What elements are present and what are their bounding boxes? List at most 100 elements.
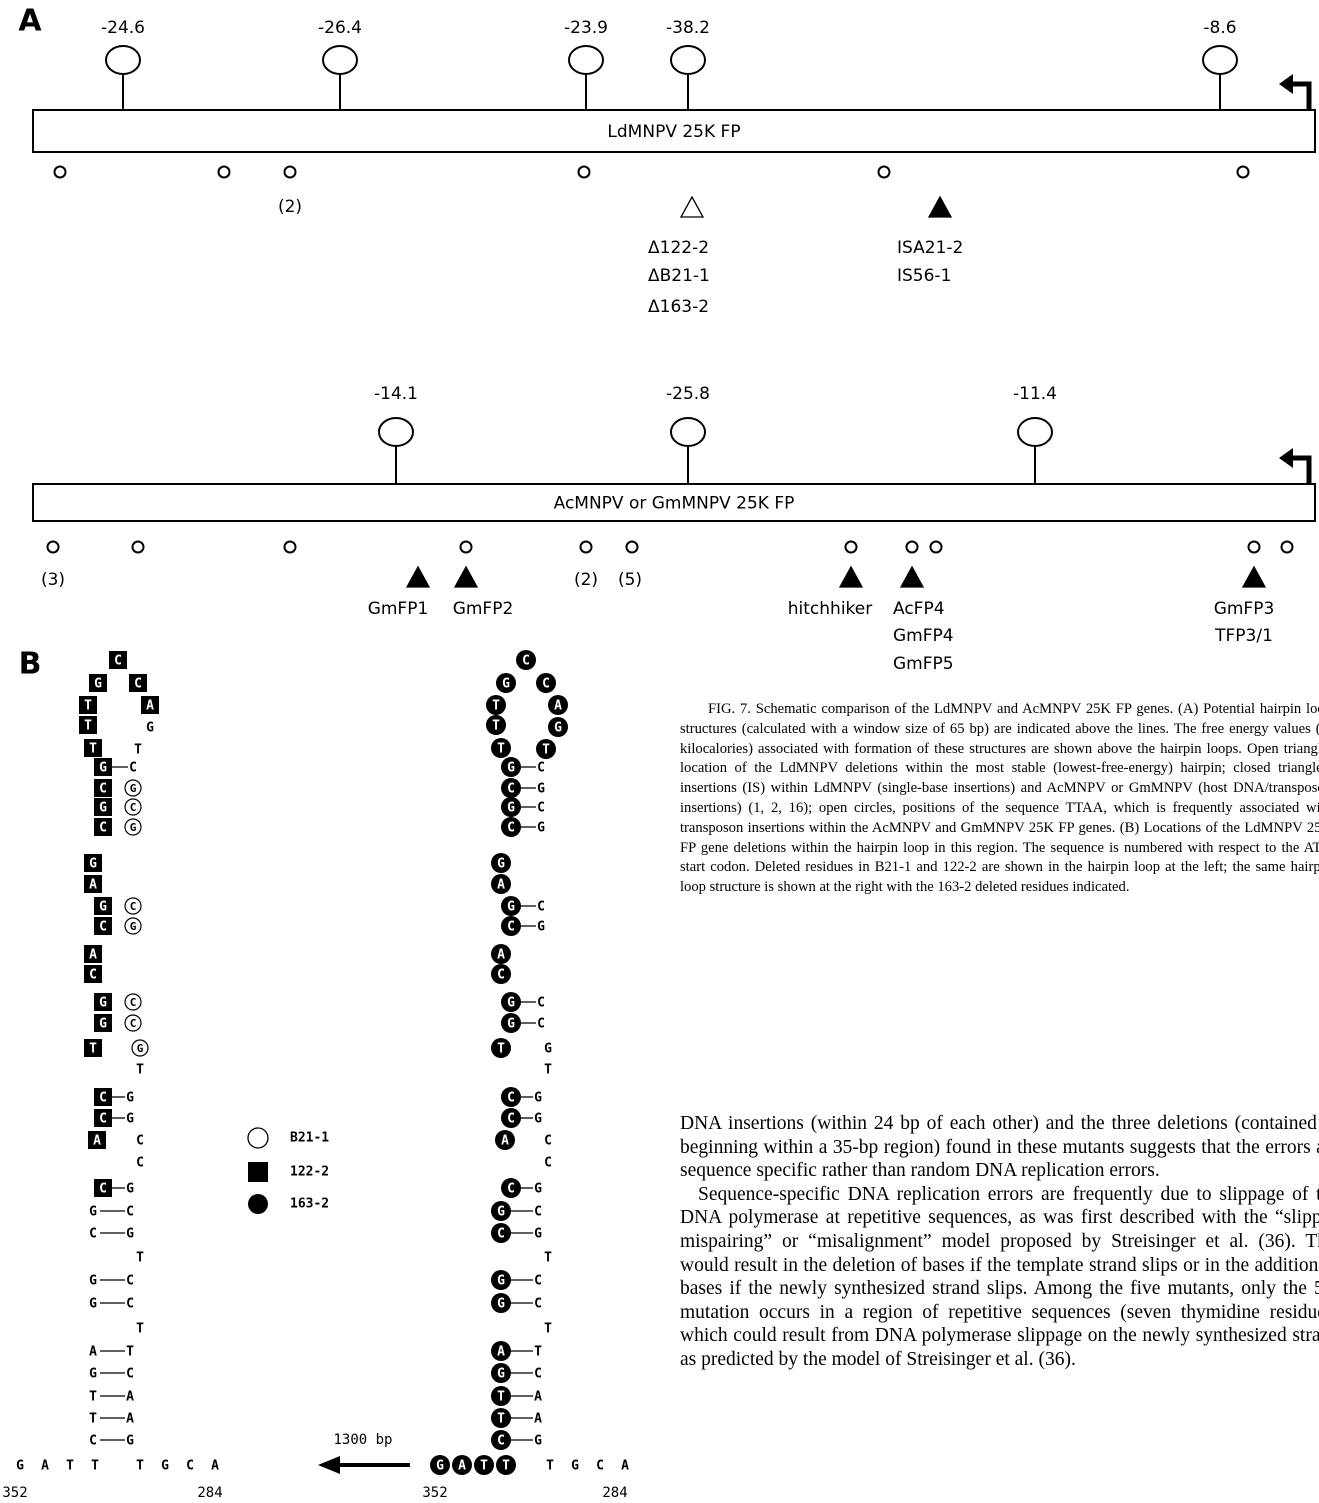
- residue: G: [571, 1459, 579, 1474]
- hairpin-loop: [323, 46, 357, 74]
- residue: C: [534, 1274, 542, 1289]
- residue: T: [84, 699, 92, 714]
- residue: C: [99, 920, 107, 935]
- residue: G: [99, 900, 107, 915]
- residue: A: [41, 1459, 49, 1474]
- legend-symbol: [248, 1128, 268, 1148]
- residue: G: [497, 857, 505, 872]
- residue: A: [126, 1390, 134, 1405]
- legend-symbol: [248, 1194, 268, 1214]
- residue: T: [89, 742, 97, 757]
- residue: G: [537, 821, 545, 836]
- residue: C: [507, 1112, 515, 1127]
- insertion-label: GmFP2: [453, 599, 514, 619]
- residue: C: [99, 1112, 107, 1127]
- residue: C: [136, 1156, 144, 1171]
- residue: T: [89, 1412, 97, 1427]
- site-count: (5): [618, 570, 642, 590]
- residue: G: [497, 1297, 505, 1312]
- residue: A: [126, 1412, 134, 1427]
- residue: C: [99, 821, 107, 836]
- insertion-triangle: [840, 567, 862, 587]
- paragraph: DNA insertions (within 24 bp of each oth…: [680, 1112, 1319, 1183]
- residue: G: [126, 1434, 134, 1449]
- ttaa-site: [581, 542, 592, 553]
- hairpin-loop: [1018, 418, 1052, 446]
- insertion-triangle: [407, 567, 429, 587]
- residue: G: [507, 996, 515, 1011]
- insertion-label: ISA21-2: [897, 238, 963, 258]
- ttaa-site: [879, 167, 890, 178]
- deletion-label: Δ163-2: [648, 297, 709, 317]
- residue: G: [126, 1091, 134, 1106]
- residue: G: [534, 1227, 542, 1242]
- insertion-label: GmFP3: [1214, 599, 1275, 619]
- residue: C: [544, 1156, 552, 1171]
- residue: G: [146, 721, 154, 736]
- residue: C: [537, 1017, 545, 1032]
- residue: T: [492, 699, 500, 714]
- panel-label: B: [19, 647, 42, 682]
- residue: G: [537, 920, 545, 935]
- residue: C: [507, 920, 515, 935]
- residue: T: [136, 1251, 144, 1266]
- insertion-label: GmFP4: [893, 626, 954, 646]
- residue: T: [89, 1390, 97, 1405]
- hairpin-loop: [569, 46, 603, 74]
- sequence-position: 284: [602, 1485, 627, 1501]
- residue: C: [186, 1459, 194, 1474]
- residue: G: [507, 761, 515, 776]
- hairpin-loop: [379, 418, 413, 446]
- residue: T: [136, 1459, 144, 1474]
- insertion-triangle: [455, 567, 477, 587]
- residue: G: [502, 677, 510, 692]
- residue: T: [542, 743, 550, 758]
- hairpin-loop: [671, 46, 705, 74]
- gene-name: LdMNPV 25K FP: [607, 122, 740, 142]
- residue: T: [497, 742, 505, 757]
- legend-label: 122-2: [290, 1165, 329, 1180]
- residue: C: [534, 1205, 542, 1220]
- residue: G: [497, 1367, 505, 1382]
- free-energy: -8.6: [1203, 18, 1236, 38]
- insertion-triangle: [901, 567, 923, 587]
- insertion-label: AcFP4: [893, 599, 945, 619]
- ttaa-site: [1238, 167, 1249, 178]
- ttaa-site: [579, 167, 590, 178]
- residue: G: [126, 1112, 134, 1127]
- sequence-position: 284: [197, 1485, 222, 1501]
- ttaa-site: [285, 167, 296, 178]
- residue: G: [161, 1459, 169, 1474]
- residue: T: [497, 1412, 505, 1427]
- hairpin-loop: [671, 418, 705, 446]
- legend-symbol: [248, 1162, 268, 1182]
- residue: G: [99, 761, 107, 776]
- insertion-label: IS56-1: [897, 266, 951, 286]
- ttaa-site: [1249, 542, 1260, 553]
- sequence-position: 352: [2, 1485, 27, 1501]
- residue: A: [497, 948, 505, 963]
- insertion-label: TFP3/1: [1214, 626, 1273, 646]
- deletion-label: Δ122-2: [648, 238, 709, 258]
- residue: T: [91, 1459, 99, 1474]
- residue: G: [99, 801, 107, 816]
- insertion-label: GmFP1: [368, 599, 429, 619]
- residue: G: [130, 920, 137, 933]
- figure-caption: FIG. 7. Schematic comparison of the LdMN…: [680, 700, 1319, 898]
- residue: C: [129, 761, 137, 776]
- deletion-triangle: [681, 197, 703, 217]
- residue: C: [130, 801, 137, 814]
- residue: G: [137, 1042, 144, 1055]
- residue: C: [537, 761, 545, 776]
- residue: G: [436, 1459, 444, 1474]
- residue: C: [126, 1297, 134, 1312]
- direction-arrow-head: [318, 1456, 340, 1474]
- free-energy: -23.9: [564, 18, 608, 38]
- residue: G: [537, 782, 545, 797]
- body-text: DNA insertions (within 24 bp of each oth…: [680, 1112, 1319, 1372]
- legend-label: B21-1: [290, 1131, 329, 1146]
- residue: C: [126, 1367, 134, 1382]
- residue: G: [89, 1367, 97, 1382]
- free-energy: -24.6: [101, 18, 145, 38]
- residue: G: [544, 1042, 552, 1057]
